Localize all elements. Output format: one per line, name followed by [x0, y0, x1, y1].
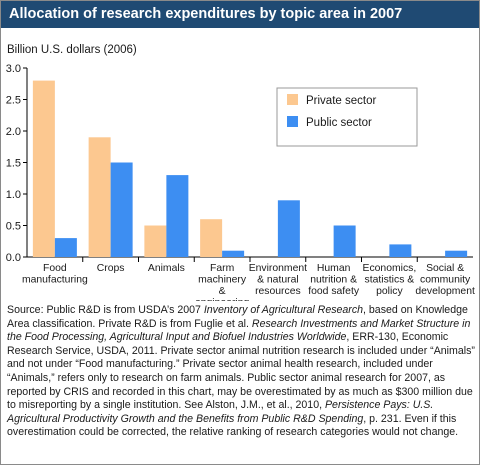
x-tick-label: manufacturing: [22, 275, 88, 286]
bar-public-sector: [166, 175, 189, 257]
legend-label: Public sector: [306, 117, 372, 129]
title-bar: Allocation of research expenditures by t…: [1, 1, 479, 28]
bar-private-sector: [88, 137, 111, 257]
x-tick-label: Economics,: [363, 263, 417, 274]
legend-label: Private sector: [306, 95, 376, 107]
x-tick-label: &: [219, 286, 226, 297]
source-text-part: Source: Public R&D is from USDA’s 2007: [7, 304, 204, 316]
legend-box: [276, 87, 418, 147]
x-tick-label: & natural: [257, 275, 299, 286]
x-tick-label: Crops: [97, 263, 125, 274]
legend-swatch: [287, 94, 298, 105]
legend-swatch: [287, 116, 298, 127]
y-tick-label: 3.0: [6, 63, 21, 75]
x-tick-label: policy: [376, 286, 403, 297]
x-tick-label: community: [420, 275, 471, 286]
source-note: Source: Public R&D is from USDA’s 2007 I…: [7, 304, 475, 440]
bar-public-sector: [277, 200, 300, 257]
x-tick-label: Farm: [210, 263, 234, 274]
y-tick-label: 1.5: [6, 158, 21, 170]
x-tick-label: Animals: [148, 263, 185, 274]
bar-private-sector: [200, 219, 223, 257]
source-text-part: , ERR-130, Economic Research Service, US…: [7, 331, 475, 412]
x-tick-label: Environment: [249, 263, 307, 274]
x-tick-label: resources: [255, 286, 301, 297]
x-tick-label: development: [415, 286, 475, 297]
source-text-part: Research Investments and Market Structur…: [7, 317, 471, 344]
x-tick-label: Food: [43, 263, 67, 274]
x-tick-label: nutrition &: [310, 275, 357, 286]
y-tick-label: 1.0: [6, 189, 21, 201]
source-text-part: , p. 231. Even if this overestimation co…: [7, 412, 459, 439]
bar-public-sector: [445, 250, 468, 257]
source-text-part: , based on Knowledge Area classification…: [7, 304, 468, 330]
x-tick-label: statistics &: [365, 275, 415, 286]
bar-private-sector: [144, 225, 167, 257]
x-tick-label: Social &: [426, 263, 464, 274]
bar-private-sector: [32, 80, 55, 257]
y-tick-label: 0.5: [6, 221, 21, 233]
bar-public-sector: [333, 225, 356, 257]
y-axis-unit-label: Billion U.S. dollars (2006): [7, 44, 137, 56]
source-text-part: Inventory of Agricultural Research: [203, 304, 364, 316]
x-tick-label: engineering: [195, 298, 250, 302]
bar-public-sector: [110, 162, 133, 257]
bar-public-sector: [222, 250, 245, 257]
x-tick-label: Human: [317, 263, 351, 274]
x-tick-label: machinery: [198, 275, 247, 286]
bar-public-sector: [389, 244, 412, 257]
y-tick-label: 2.0: [6, 126, 21, 138]
y-tick-label: 0.0: [6, 252, 21, 264]
bar-public-sector: [54, 238, 77, 257]
x-tick-label: food safety: [308, 286, 360, 297]
chart-title: Allocation of research expenditures by t…: [9, 6, 403, 22]
source-text-part: Persistence Pays: U.S. Agricultural Prod…: [7, 399, 434, 425]
y-tick-label: 2.5: [6, 95, 21, 107]
